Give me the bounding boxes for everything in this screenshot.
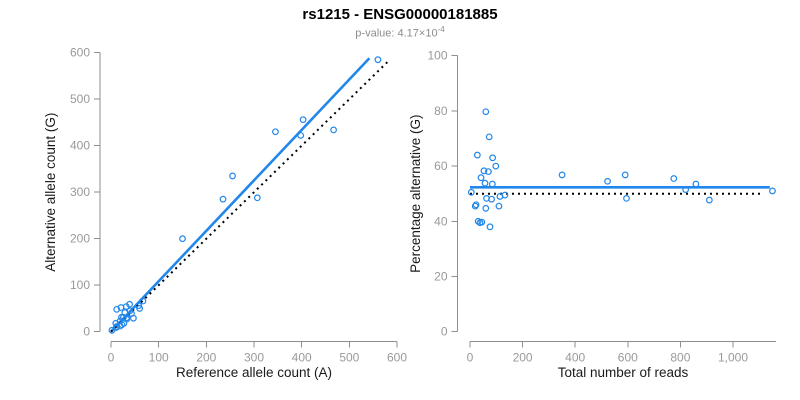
- x-tick-label: 200: [196, 351, 216, 365]
- x-tick-label: 600: [618, 351, 638, 365]
- data-point: [272, 128, 279, 136]
- x-axis-title: Total number of reads: [558, 365, 689, 380]
- data-point: [473, 151, 481, 159]
- data-point: [692, 180, 700, 188]
- x-tick-label: 400: [292, 351, 312, 365]
- y-tick-label: 20: [434, 270, 448, 284]
- data-point: [495, 202, 503, 210]
- pvalue-mantissa: 4.17×10: [397, 27, 438, 40]
- data-point: [299, 116, 307, 124]
- data-point: [670, 175, 678, 182]
- data-point: [136, 305, 144, 312]
- y-tick-label: 0: [441, 325, 448, 339]
- data-point: [485, 133, 493, 141]
- x-tick-label: 1,000: [718, 351, 748, 365]
- data-point: [488, 180, 496, 188]
- x-tick-label: 500: [339, 351, 359, 365]
- y-tick-label: 100: [427, 49, 447, 63]
- data-point: [471, 202, 479, 210]
- data-point: [485, 168, 492, 176]
- y-axis-title: Alternative allele count (G): [43, 113, 58, 272]
- data-point: [482, 108, 490, 116]
- y-tick-label: 60: [434, 159, 448, 173]
- data-point: [705, 196, 713, 204]
- data-point: [480, 167, 488, 175]
- data-point: [130, 314, 137, 322]
- data-point: [120, 319, 128, 327]
- data-point: [558, 171, 566, 179]
- data-point: [112, 324, 120, 331]
- x-tick-label: 300: [244, 351, 264, 365]
- y-tick-label: 600: [70, 46, 90, 60]
- x-tick-label: 0: [467, 351, 474, 365]
- data-point: [374, 56, 382, 64]
- data-point: [467, 188, 475, 196]
- data-point: [623, 194, 630, 202]
- figure-title: rs1215 - ENSG00000181885: [302, 6, 498, 23]
- data-point: [492, 162, 500, 170]
- identity-line: [110, 60, 390, 333]
- x-tick-label: 600: [387, 351, 407, 365]
- data-point: [769, 187, 776, 195]
- data-point: [297, 132, 305, 139]
- data-point: [478, 218, 486, 226]
- x-tick-label: 400: [565, 351, 585, 365]
- data-point: [253, 194, 261, 202]
- plot-allele-counts: 0 100 200 300 400 500 600 0 100 200 300 400 500 600 Re…: [43, 46, 407, 380]
- x-axis-title: Reference allele count (A): [176, 365, 332, 380]
- data-point: [682, 186, 690, 193]
- y-tick-label: 40: [434, 214, 448, 228]
- data-point: [481, 179, 489, 187]
- data-point: [330, 126, 338, 134]
- y-tick-label: 400: [70, 139, 90, 153]
- y-tick-label: 80: [434, 104, 448, 118]
- data-point: [486, 223, 494, 231]
- y-tick-label: 300: [70, 185, 90, 199]
- data-point: [489, 154, 497, 162]
- x-tick-label: 100: [149, 351, 169, 365]
- y-tick-label: 500: [70, 92, 90, 106]
- data-point: [229, 172, 236, 180]
- regression-fit: [110, 57, 371, 333]
- data-point: [219, 195, 227, 203]
- pvalue-exponent: -4: [437, 25, 445, 34]
- x-tick-label: 0: [108, 351, 115, 365]
- data-point: [126, 300, 133, 308]
- pvalue-prefix: p-value:: [355, 27, 398, 40]
- data-point: [496, 193, 504, 200]
- data-point: [482, 204, 490, 212]
- data-point: [604, 177, 611, 185]
- data-point: [488, 195, 495, 203]
- data-point: [621, 171, 629, 179]
- data-point: [179, 235, 186, 243]
- figure-subtitle: p-value: 4.17×10-4: [0, 25, 800, 40]
- y-axis-title: Percentage alternative (G): [408, 115, 423, 273]
- y-tick-label: 200: [70, 232, 90, 246]
- data-point: [477, 174, 485, 182]
- x-tick-label: 800: [670, 351, 690, 365]
- plot-percentage-vs-coverage: 0 20 40 60 80 100 0 200 400 600 800 1,000 Total numb…: [408, 49, 776, 380]
- x-tick-label: 200: [513, 351, 533, 365]
- y-tick-label: 0: [83, 325, 90, 339]
- data-point: [139, 297, 147, 305]
- y-tick-label: 100: [70, 278, 90, 292]
